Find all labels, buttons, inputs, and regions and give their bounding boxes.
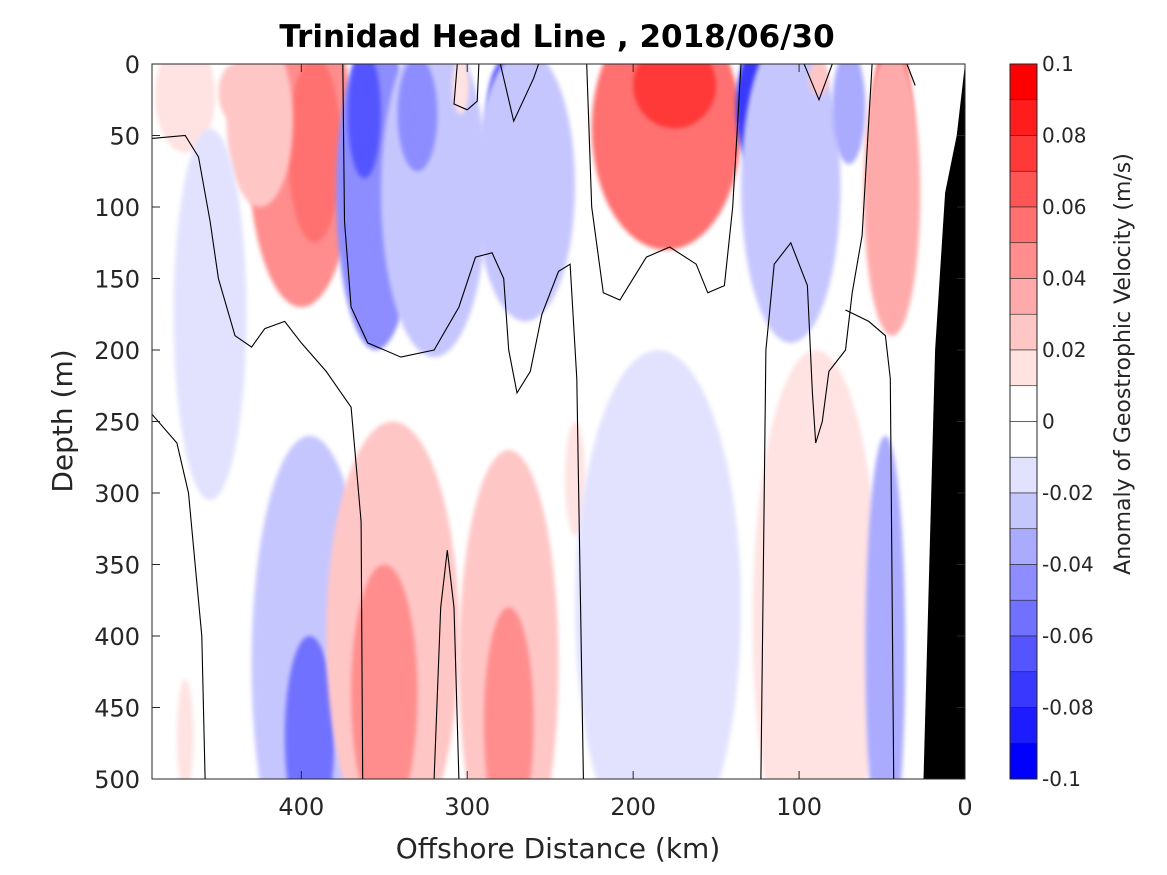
colorbar-label: Anomaly of Geostrophic Velocity (m/s) (1111, 153, 1136, 575)
zero-contour-line (845, 309, 895, 779)
negative-velocity-region (173, 128, 247, 501)
colorbar-segment (1009, 206, 1038, 244)
negative-velocity-region (347, 64, 381, 179)
negative-velocity-region (397, 64, 438, 172)
x-tick-label: 400 (278, 793, 324, 821)
zero-contour-line (586, 64, 742, 301)
zero-contour-line (342, 64, 584, 779)
positive-velocity-region (483, 607, 534, 779)
positive-velocity-region (351, 564, 418, 779)
y-tick-label: 50 (109, 123, 140, 151)
y-tick-label: 500 (94, 766, 140, 794)
colorbar-ticks: 0.1 0.08 0.06 0.04 0.02 0 -0.02 -0.04 -0.06 -0.08… (1042, 52, 1094, 791)
colorbar (1009, 63, 1038, 780)
x-tick-label: 200 (610, 793, 656, 821)
colorbar-segment (1009, 278, 1038, 315)
negative-velocity-region (475, 64, 576, 322)
y-tick-label: 100 (94, 194, 140, 222)
negative-velocity-region (284, 636, 335, 779)
colorbar-segment (1009, 349, 1038, 387)
colorbar-segment (1009, 170, 1038, 208)
colorbar-segment (1009, 564, 1038, 601)
colorbar-segment (1009, 599, 1038, 637)
positive-velocity-region (752, 350, 879, 779)
y-tick-label: 350 (94, 552, 140, 580)
zero-contour-line (906, 64, 916, 86)
colorbar-segment (1009, 635, 1038, 673)
colorbar-tick-label: 0.04 (1042, 267, 1087, 291)
colorbar-tick-label: 0 (1042, 410, 1055, 434)
negative-velocity-region (575, 350, 741, 779)
positive-velocity-region (288, 64, 342, 243)
positive-velocity-region (176, 678, 194, 779)
zero-contour-line (152, 134, 364, 779)
y-tick-label: 300 (94, 480, 140, 508)
zero-contour-line (433, 550, 460, 779)
positive-velocity-region (565, 421, 586, 536)
zero-contour-line (152, 413, 206, 779)
colorbar-segment (1009, 671, 1038, 708)
positive-velocity-region (809, 64, 829, 96)
colorbar-tick-label: -0.04 (1042, 553, 1094, 577)
y-tick-label: 450 (94, 695, 140, 723)
colorbar-tick-label: -0.02 (1042, 481, 1094, 505)
zero-contour-line (499, 64, 540, 123)
colorbar-tick-label: -0.06 (1042, 624, 1094, 648)
velocity-field (155, 64, 921, 779)
plot-area (152, 64, 965, 779)
colorbar-segment (1009, 528, 1038, 565)
y-axis-ticks: 0 50 100 150 200 250 300 350 400 450 500 (94, 51, 965, 794)
x-tick-label: 0 (957, 793, 972, 821)
colorbar-segment (1009, 492, 1038, 530)
zero-contours (152, 64, 916, 779)
colorbar-tick-label: 0.06 (1042, 195, 1087, 219)
seafloor-shape (923, 64, 965, 779)
x-tick-label: 100 (776, 793, 822, 821)
colorbar-tick-label: 0.08 (1042, 124, 1087, 148)
negative-velocity-region (380, 64, 488, 358)
bathymetry (923, 64, 965, 779)
colorbar-segment (1009, 63, 1038, 101)
colorbar-tick-label: -0.08 (1042, 696, 1094, 720)
zero-contour-line (760, 64, 873, 779)
x-axis-ticks: 400 300 200 100 0 (278, 64, 973, 821)
y-tick-label: 150 (94, 266, 140, 294)
positive-velocity-region (452, 64, 469, 115)
positive-velocity-region (218, 64, 252, 122)
x-axis-label: Offshore Distance (km) (396, 832, 721, 865)
colorbar-segment (1009, 707, 1038, 744)
colorbar-segment (1009, 742, 1038, 780)
zero-contour-line (453, 64, 480, 111)
colorbar-tick-label: 0.1 (1042, 52, 1074, 76)
negative-velocity-region (832, 64, 866, 165)
positive-velocity-region (155, 64, 216, 153)
colorbar-segment (1009, 456, 1038, 494)
colorbar-segment (1009, 99, 1038, 136)
y-tick-label: 400 (94, 623, 140, 651)
y-axis-label: Depth (m) (46, 349, 79, 492)
colorbar-segment (1009, 421, 1038, 458)
y-tick-label: 0 (125, 51, 140, 79)
positive-velocity-region (863, 64, 921, 336)
colorbar-tick-label: -0.1 (1042, 767, 1081, 791)
y-tick-label: 250 (94, 409, 140, 437)
negative-velocity-region (865, 435, 906, 779)
negative-velocity-region (741, 64, 841, 343)
y-tick-label: 200 (94, 337, 140, 365)
chart-title: Trinidad Head Line , 2018/06/30 (279, 19, 834, 55)
colorbar-frame (1009, 63, 1038, 780)
positive-velocity-region (633, 64, 717, 129)
colorbar-segment (1009, 313, 1038, 351)
x-tick-label: 300 (444, 793, 490, 821)
colorbar-segment (1009, 242, 1038, 279)
colorbar-segment (1009, 135, 1038, 172)
colorbar-tick-label: 0.02 (1042, 338, 1087, 362)
positive-velocity-region (226, 64, 294, 207)
colorbar-segment (1009, 385, 1038, 422)
zero-contour-line (803, 64, 833, 102)
